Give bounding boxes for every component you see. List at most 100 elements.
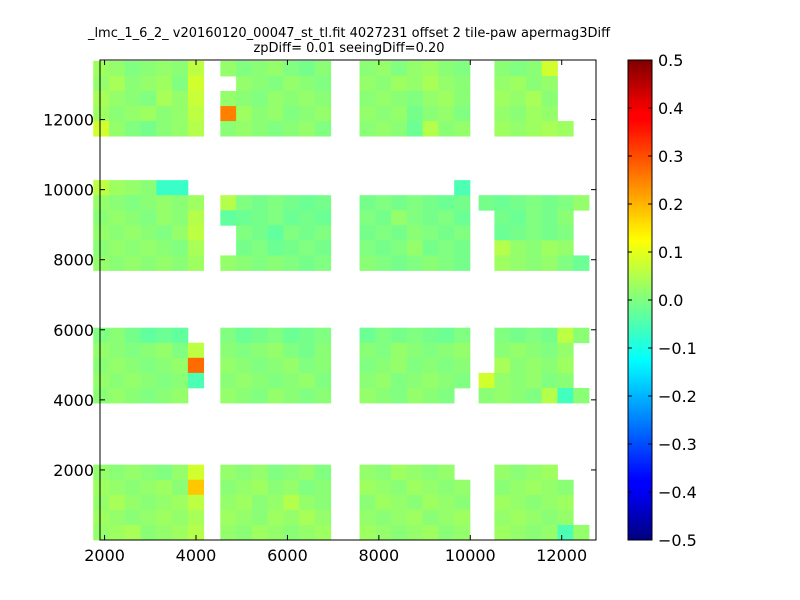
heatmap-cell: [93, 195, 110, 211]
heatmap-cell: [251, 342, 269, 359]
heatmap-cell: [267, 357, 284, 374]
heatmap-cell: [156, 91, 173, 107]
heatmap-cell: [391, 327, 408, 344]
heatmap-cell: [375, 327, 392, 344]
heatmap-cell: [172, 106, 189, 122]
heatmap-cell: [510, 357, 527, 374]
heatmap-cell: [220, 509, 237, 526]
heatmap-cell: [251, 327, 269, 344]
heatmap-cell: [314, 494, 332, 511]
heatmap-cell: [406, 387, 424, 404]
heatmap-cell: [391, 479, 408, 496]
heatmap-cell: [93, 524, 110, 541]
heatmap-cell: [236, 342, 253, 359]
heatmap-cell: [314, 464, 332, 481]
heatmap-cell: [109, 342, 126, 359]
heatmap-cell: [525, 509, 543, 526]
heatmap-cell: [541, 195, 558, 211]
heatmap-cell: [156, 106, 173, 122]
heatmap-cell: [109, 464, 126, 481]
heatmap-cell: [267, 121, 284, 137]
heatmap-cell: [454, 255, 471, 271]
heatmap-cell: [93, 121, 110, 137]
heatmap-cell: [359, 210, 376, 226]
heatmap-cell: [220, 524, 237, 541]
heatmap-cell: [299, 524, 316, 541]
heatmap-cell: [359, 225, 376, 241]
heatmap-cell: [220, 372, 237, 389]
heatmap-cell: [93, 387, 110, 404]
heatmap-cell: [525, 75, 543, 92]
heatmap-cell: [359, 60, 376, 77]
heatmap-cell: [140, 180, 157, 196]
heatmap-cell: [267, 494, 284, 511]
heatmap-cell: [140, 342, 157, 359]
heatmap-cell: [236, 75, 253, 92]
heatmap-cell: [236, 91, 253, 107]
heatmap-cell: [236, 240, 253, 256]
heatmap-cell: [525, 357, 543, 374]
chart-subtitle: zpDiff= 0.01 seeingDiff=0.20: [253, 41, 444, 56]
heatmap-cell: [438, 509, 455, 526]
heatmap-cell: [172, 327, 189, 344]
heatmap-cell: [391, 195, 408, 211]
heatmap-cell: [438, 372, 455, 389]
heatmap-cell: [314, 255, 332, 271]
heatmap-cell: [172, 225, 189, 241]
heatmap-cell: [510, 121, 527, 137]
heatmap-cell: [438, 240, 455, 256]
heatmap-cell: [93, 357, 110, 374]
heatmap-cell: [187, 121, 205, 137]
heatmap-cell: [283, 60, 300, 77]
heatmap-cell: [557, 342, 574, 359]
heatmap-cell: [187, 106, 205, 122]
heatmap-cell: [391, 106, 408, 122]
heatmap-cell: [172, 494, 189, 511]
y-axis: 2000 4000 6000 8000 10000 12000: [43, 111, 596, 480]
heatmap-cell: [438, 106, 455, 122]
heatmap-cell: [314, 240, 332, 256]
heatmap-cell: [438, 387, 455, 404]
heatmap-cell: [283, 225, 300, 241]
heatmap-cell: [541, 479, 558, 496]
heatmap-cell: [140, 479, 157, 496]
heatmap-cell: [375, 479, 392, 496]
heatmap-cell: [156, 60, 173, 77]
heatmap-cell: [375, 75, 392, 92]
heatmap-cell: [541, 509, 558, 526]
heatmap-cell: [267, 240, 284, 256]
heatmap-cell: [422, 225, 439, 241]
heatmap-cell: [541, 372, 558, 389]
heatmap-cell: [267, 387, 284, 404]
heatmap-cell: [510, 255, 527, 271]
heatmap-cell: [283, 479, 300, 496]
heatmap-cell: [109, 509, 126, 526]
heatmap-cell: [422, 91, 439, 107]
heatmap-cell: [422, 60, 439, 77]
heatmap-cell: [140, 509, 157, 526]
heatmap-cell: [220, 60, 237, 77]
heatmap-cell: [314, 75, 332, 92]
heatmap-cell: [93, 210, 110, 226]
heatmap-cell: [156, 75, 173, 92]
heatmap-cell: [187, 372, 205, 389]
heatmap-cell: [391, 225, 408, 241]
heatmap-cell: [541, 225, 558, 241]
heatmap-cell: [299, 210, 316, 226]
heatmap-cell: [422, 255, 439, 271]
heatmap-cell: [172, 195, 189, 211]
heatmap-cell: [494, 195, 511, 211]
heatmap-cell: [510, 387, 527, 404]
heatmap-cell: [93, 327, 110, 344]
heatmap-cell: [422, 327, 439, 344]
heatmap-cell: [525, 91, 543, 107]
heatmap-cell: [525, 479, 543, 496]
heatmap-cell: [140, 327, 157, 344]
heatmap-cell: [220, 91, 237, 107]
heatmap-cell: [251, 479, 269, 496]
colorbar-ticks: 0.5 0.4 0.3 0.2 0.1 0.0 −0.1 −0.2 −0.3 −0.4 −0.5: [628, 51, 697, 550]
heatmap-cell: [525, 494, 543, 511]
heatmap-cell: [557, 327, 574, 344]
heatmap-cell: [267, 225, 284, 241]
heatmap-cell: [283, 255, 300, 271]
